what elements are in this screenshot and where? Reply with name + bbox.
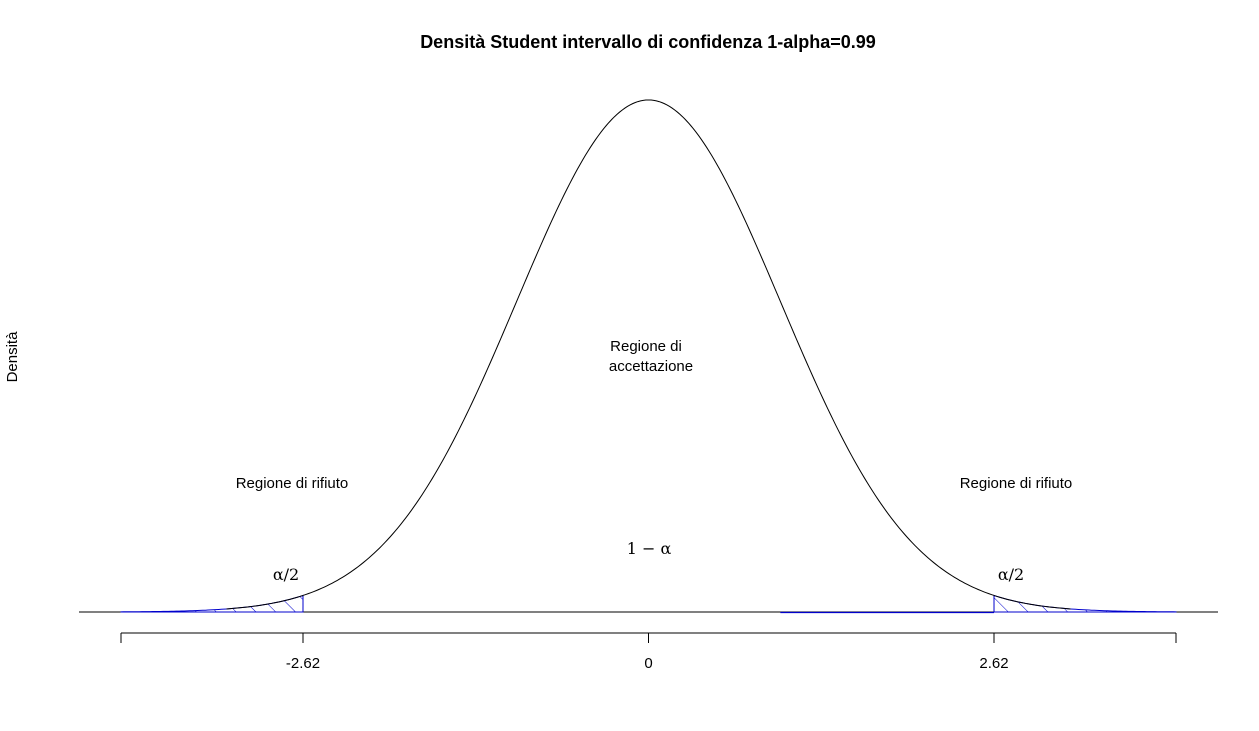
acceptance-probability-label: 1 − α (627, 539, 672, 558)
acceptance-label-line2: accettazione (609, 358, 693, 375)
left-tail-region (120, 594, 304, 613)
right-tail-alpha-label: α/2 (998, 565, 1024, 584)
left-region-label: Regione di rifiuto (236, 475, 349, 492)
y-axis-label: Densità (4, 331, 21, 383)
x-tick-label: 2.62 (979, 655, 1008, 672)
right-tail-region (993, 594, 1177, 613)
x-axis: -2.62 0 2.62 (120, 632, 1177, 672)
chart-title: Densità Student intervallo di confidenza… (420, 32, 876, 52)
acceptance-label-line1: Regione di (610, 338, 682, 355)
density-curve (226, 99, 1071, 610)
right-region-label: Regione di rifiuto (960, 475, 1073, 492)
x-tick-label: -2.62 (286, 655, 320, 672)
left-tail-alpha-label: α/2 (273, 565, 299, 584)
x-tick-label: 0 (644, 655, 652, 672)
